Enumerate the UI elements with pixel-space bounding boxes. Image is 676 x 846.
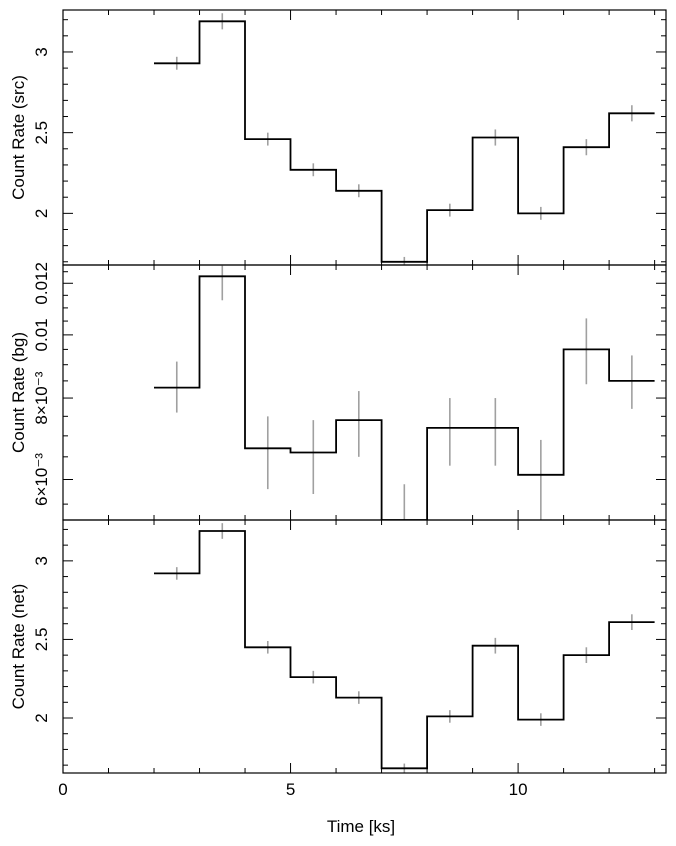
x-ticks: [62, 520, 656, 773]
y-tick-label: 2.5: [32, 628, 51, 652]
y-ticks: [63, 271, 666, 505]
panels-group: 2 2.5 3 Count Rate (src) 6×10⁻³ 8×10⁻³ 0.01 0.0…: [9, 9, 667, 799]
step-line: [154, 275, 655, 520]
panel-data-group: [154, 523, 655, 773]
y-axis-title: Count Rate (net): [9, 584, 28, 710]
y-tick-label: 6×10⁻³: [32, 453, 51, 506]
step-line: [154, 20, 655, 263]
x-axis-title: Time [ks]: [327, 817, 395, 836]
x-tick-label: 5: [286, 780, 295, 799]
y-tick-label: 8×10⁻³: [32, 371, 51, 424]
panel-2: 6×10⁻³ 8×10⁻³ 0.01 0.012 Count Rate (bg): [9, 262, 667, 521]
x-tick-label: 0: [58, 780, 67, 799]
y-tick-label: 3: [32, 556, 51, 565]
panel-data-group: [154, 13, 655, 265]
panel-3: 2 2.5 3 Count Rate (net) 0 5 10: [9, 519, 667, 799]
y-tick-label: 2: [32, 209, 51, 218]
y-tick-label: 0.01: [32, 318, 51, 351]
panel-frame: [62, 519, 667, 774]
y-ticks: [63, 528, 666, 766]
y-tick-label: 0.012: [32, 262, 51, 305]
y-axis-title: Count Rate (bg): [9, 332, 28, 453]
y-tick-label: 2.5: [32, 121, 51, 145]
y-tick-label: 3: [32, 47, 51, 56]
step-line: [154, 530, 655, 770]
y-ticks: [63, 19, 666, 263]
x-ticks: [62, 10, 656, 265]
y-axis-title: Count Rate (src): [9, 75, 28, 200]
panel-data-group: [154, 265, 655, 520]
x-ticks: [62, 265, 656, 520]
y-tick-label: 2: [32, 713, 51, 722]
x-tick-label: 10: [509, 780, 528, 799]
